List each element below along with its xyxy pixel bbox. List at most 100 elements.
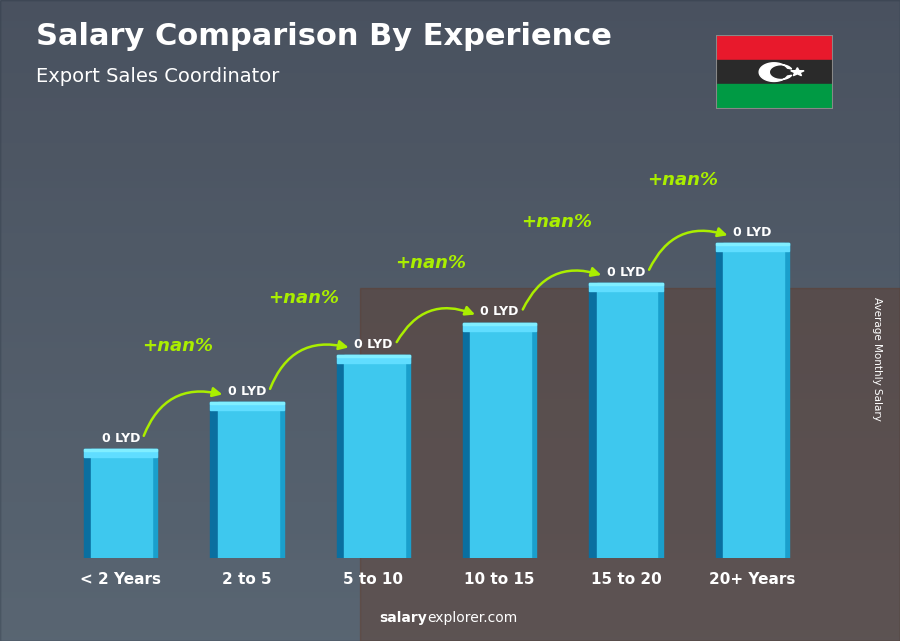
Bar (0, 391, 900, 397)
Text: 0 LYD: 0 LYD (102, 432, 140, 445)
Bar (279, 403, 284, 558)
Bar (531, 323, 536, 558)
Bar (0, 423, 900, 429)
Bar (344, 355, 405, 558)
Bar (0, 500, 900, 506)
Bar (784, 244, 788, 558)
Text: +nan%: +nan% (647, 171, 718, 189)
Bar (0, 244, 900, 250)
Bar (0, 481, 900, 487)
Bar (716, 244, 723, 558)
Bar (0, 404, 900, 410)
Bar (0, 205, 900, 212)
Text: +nan%: +nan% (521, 213, 592, 231)
Bar (0, 167, 900, 173)
Bar (0, 455, 900, 462)
Bar (0, 199, 900, 205)
Bar (0, 6, 900, 13)
Bar (0, 256, 900, 263)
Bar (0, 288, 900, 295)
Bar (0, 109, 900, 115)
Bar (0, 218, 900, 224)
Bar (0, 359, 900, 365)
Bar (92, 449, 152, 558)
Bar (0, 269, 900, 276)
Bar (0, 628, 900, 635)
Text: 0 LYD: 0 LYD (228, 385, 266, 398)
Text: 0 LYD: 0 LYD (733, 226, 771, 239)
Bar (0, 410, 900, 417)
Bar (590, 283, 597, 558)
Bar (0, 609, 900, 615)
Bar (218, 403, 279, 558)
Bar (0, 590, 900, 596)
Polygon shape (791, 68, 804, 76)
Bar (0, 551, 900, 558)
Bar (0, 103, 900, 109)
Bar (0, 295, 900, 301)
Bar (0, 231, 900, 237)
Bar (0, 263, 900, 269)
FancyArrowPatch shape (270, 341, 346, 389)
Bar (0, 333, 900, 340)
Bar (0, 115, 900, 122)
Bar (0, 173, 900, 179)
Bar (0, 513, 900, 519)
Bar (0, 83, 900, 90)
Bar (0, 449, 900, 455)
Bar (0, 276, 900, 282)
Bar (0, 96, 900, 103)
Bar (211, 403, 218, 558)
Bar (0, 474, 900, 481)
Bar (463, 323, 471, 558)
Bar (0, 487, 900, 494)
Bar (337, 355, 410, 363)
Bar (0, 429, 900, 436)
Bar (0, 320, 900, 327)
Bar (0, 526, 900, 532)
Bar (471, 323, 531, 558)
Bar (0, 577, 900, 583)
Bar (0, 372, 900, 378)
Bar (0, 58, 900, 64)
Text: Salary Comparison By Experience: Salary Comparison By Experience (36, 22, 612, 51)
Bar (0, 468, 900, 474)
Text: 0 LYD: 0 LYD (481, 306, 518, 319)
Bar (0, 558, 900, 564)
Bar (0, 545, 900, 551)
Polygon shape (760, 63, 792, 81)
Bar (0, 596, 900, 603)
Bar (0, 154, 900, 160)
Bar (0, 19, 900, 26)
Bar (85, 449, 158, 451)
Bar (0, 301, 900, 308)
Bar (0, 494, 900, 500)
Bar (590, 283, 662, 291)
Bar (211, 403, 284, 410)
Bar (0, 564, 900, 570)
Bar (716, 244, 788, 246)
Bar (597, 283, 657, 558)
Text: salary: salary (380, 611, 428, 625)
Bar (0, 635, 900, 641)
Bar (0, 77, 900, 83)
Bar (0, 436, 900, 442)
Bar (716, 85, 832, 109)
Bar (0, 442, 900, 449)
Bar (0, 462, 900, 468)
Bar (0, 128, 900, 135)
FancyArrowPatch shape (397, 307, 472, 342)
Text: +nan%: +nan% (268, 288, 339, 306)
Bar (0, 38, 900, 45)
Bar (0, 13, 900, 19)
Bar (0, 224, 900, 231)
Bar (0, 51, 900, 58)
Bar (0, 385, 900, 391)
Bar (0, 45, 900, 51)
Bar (0, 147, 900, 154)
Bar (0, 570, 900, 577)
FancyArrowPatch shape (144, 388, 220, 436)
Bar (0, 71, 900, 77)
FancyArrowPatch shape (523, 268, 598, 310)
Bar (0, 603, 900, 609)
